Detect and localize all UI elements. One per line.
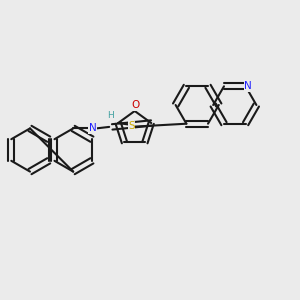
- Text: S: S: [128, 121, 135, 131]
- Text: N: N: [89, 123, 97, 134]
- Text: H: H: [107, 111, 114, 120]
- Text: N: N: [244, 81, 252, 91]
- Text: O: O: [131, 100, 140, 110]
